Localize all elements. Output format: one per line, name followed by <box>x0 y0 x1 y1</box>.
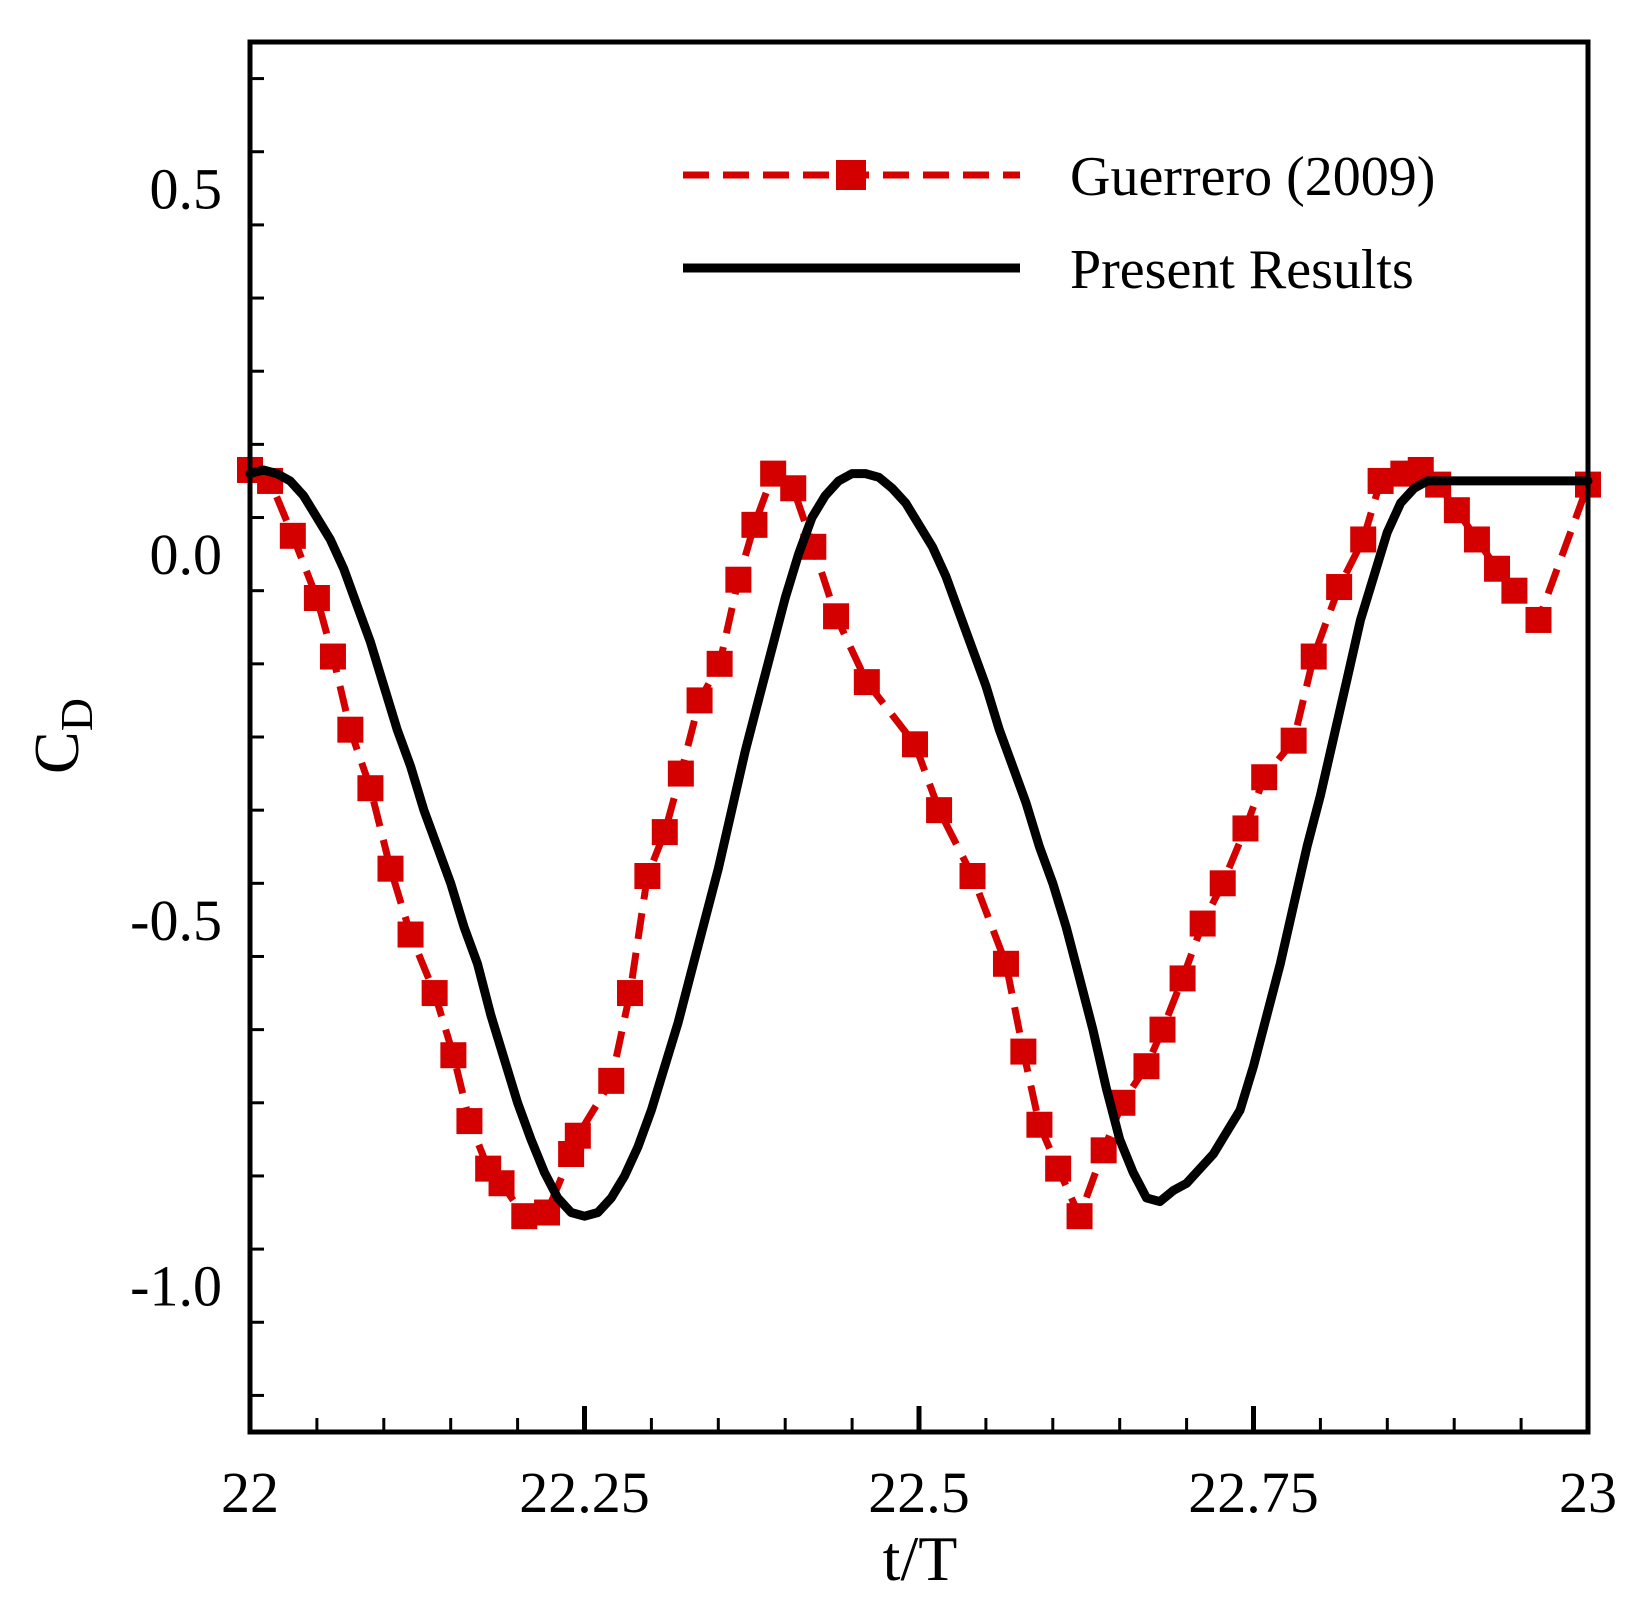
guerrero-marker <box>397 921 424 948</box>
guerrero-marker <box>421 980 448 1007</box>
guerrero-marker <box>357 775 384 802</box>
guerrero-marker <box>686 687 713 714</box>
guerrero-marker <box>706 650 733 677</box>
guerrero-marker <box>1090 1137 1117 1164</box>
x-tick-label: 22.75 <box>1188 1460 1319 1525</box>
guerrero-marker <box>1189 910 1216 937</box>
y-tick-label: 0.0 <box>150 522 223 587</box>
guerrero-marker <box>926 797 953 824</box>
guerrero-marker <box>1463 526 1490 553</box>
y-axis-title: CD <box>21 698 102 774</box>
x-tick-label: 23 <box>1559 1460 1617 1525</box>
legend-guerrero-label: Guerrero (2009) <box>1070 146 1435 208</box>
guerrero-marker <box>1280 727 1307 754</box>
svg-text:CD: CD <box>21 698 102 774</box>
guerrero-marker <box>534 1199 561 1226</box>
guerrero-marker <box>725 566 752 593</box>
guerrero-marker <box>319 643 346 670</box>
guerrero-marker <box>598 1067 625 1094</box>
guerrero-marker <box>1501 577 1528 604</box>
guerrero-marker <box>741 511 768 538</box>
guerrero-marker <box>1300 643 1327 670</box>
guerrero-marker <box>1484 555 1511 582</box>
y-tick-label: -1.0 <box>130 1254 222 1319</box>
guerrero-marker <box>780 475 807 502</box>
plot-frame <box>247 39 1591 1435</box>
guerrero-marker <box>303 585 330 611</box>
guerrero-marker <box>377 855 404 882</box>
x-tick-label: 22 <box>221 1460 279 1525</box>
guerrero-marker <box>564 1122 591 1149</box>
guerrero-series-line <box>248 466 1592 1226</box>
guerrero-marker <box>1209 870 1236 897</box>
guerrero-marker <box>1149 1016 1176 1043</box>
guerrero-marker <box>1350 526 1377 553</box>
guerrero-marker <box>488 1170 515 1197</box>
guerrero-marker <box>634 863 661 889</box>
y-tick-label: -0.5 <box>130 888 222 953</box>
guerrero-marker <box>616 980 643 1007</box>
guerrero-marker <box>1251 764 1278 791</box>
guerrero-marker <box>456 1108 483 1135</box>
series-layer <box>237 456 1601 1230</box>
x-tick-label: 22.25 <box>519 1460 650 1525</box>
guerrero-marker <box>440 1042 467 1069</box>
x-tick-labels: 22 22.25 22.5 22.75 23 <box>221 1460 1617 1525</box>
guerrero-marker <box>1010 1038 1037 1065</box>
y-axis-title-main: C <box>21 731 92 774</box>
y-tick-labels: 0.5 0.0 -0.5 -1.0 <box>130 156 222 1318</box>
y-axis-title-subscript: D <box>51 698 102 731</box>
guerrero-marker <box>1133 1053 1160 1080</box>
guerrero-marker <box>853 669 880 696</box>
guerrero-marker <box>1026 1111 1053 1138</box>
guerrero-marker <box>1443 497 1470 524</box>
legend: Guerrero (2009) Present Results <box>683 146 1435 301</box>
guerrero-marker <box>823 603 850 630</box>
guerrero-marker <box>1066 1203 1093 1230</box>
x-tick-label: 22.5 <box>868 1460 970 1525</box>
legend-present-label: Present Results <box>1070 239 1414 301</box>
guerrero-marker <box>901 731 928 758</box>
guerrero-marker <box>959 863 986 889</box>
present-results-line <box>245 465 1593 1221</box>
guerrero-marker <box>651 819 678 846</box>
guerrero-marker <box>992 950 1019 977</box>
guerrero-marker <box>1367 467 1394 494</box>
legend-guerrero-marker <box>836 160 866 190</box>
y-tick-label: 0.5 <box>150 156 223 221</box>
guerrero-marker <box>1525 606 1552 633</box>
guerrero-marker <box>1232 815 1259 842</box>
guerrero-marker <box>511 1203 538 1230</box>
guerrero-marker <box>1169 965 1196 992</box>
guerrero-marker <box>1326 574 1353 601</box>
guerrero-marker <box>279 522 306 549</box>
guerrero-marker <box>667 760 694 787</box>
guerrero-marker <box>1045 1155 1072 1182</box>
guerrero-marker <box>337 716 364 743</box>
x-axis-title: t/T <box>883 1523 958 1594</box>
